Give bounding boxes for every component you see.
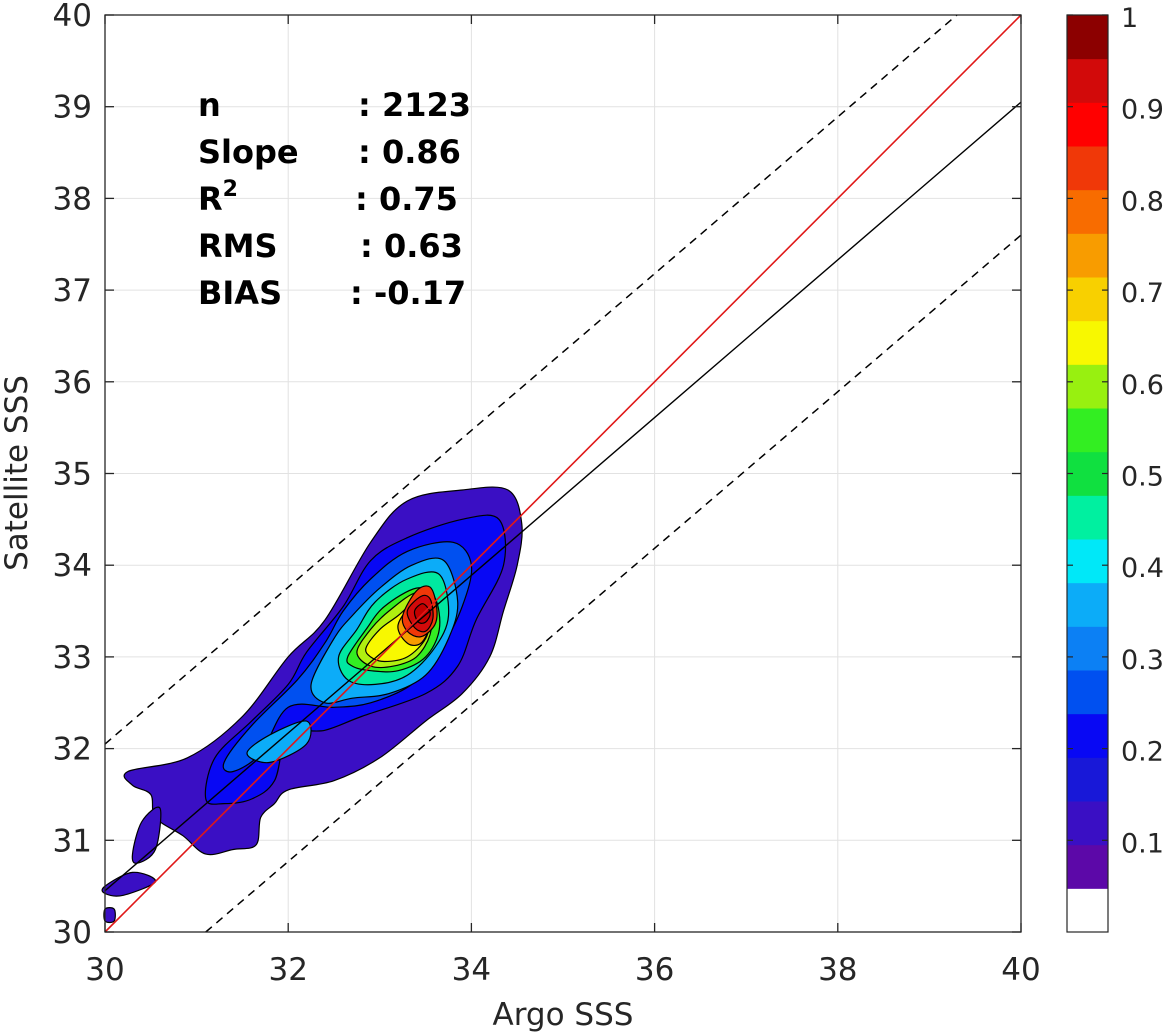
- stat-superscript: 2: [223, 177, 238, 202]
- x-tick-label-2: 34: [452, 952, 491, 988]
- colorbar-tick-label-0: 0.1: [1121, 828, 1164, 859]
- colorbar-band-20: [1067, 15, 1108, 60]
- stat-value-0: : 2123: [358, 86, 471, 124]
- colorbar-band-17: [1067, 146, 1108, 191]
- density-contours: [101, 486, 523, 924]
- colorbar-band-4: [1067, 713, 1108, 758]
- contour-level-2: [101, 871, 156, 897]
- colorbar-tick-label-7: 0.8: [1121, 186, 1164, 217]
- y-tick-label-5: 35: [53, 457, 92, 493]
- colorbar-band-14: [1067, 277, 1108, 322]
- colorbar-tick-label-8: 0.9: [1121, 95, 1164, 126]
- x-tick-label-4: 38: [818, 952, 857, 988]
- y-tick-label-8: 38: [53, 181, 92, 217]
- colorbar-band-13: [1067, 320, 1108, 365]
- colorbar-band-9: [1067, 495, 1108, 540]
- colorbar-tick-label-4: 0.5: [1121, 462, 1164, 493]
- y-axis-title: Satellite SSS: [0, 375, 35, 571]
- y-tick-label-3: 33: [53, 640, 92, 676]
- y-tick-labels: 30 31 32 33 34 35 36 37 38 39 40: [53, 0, 92, 951]
- stat-label-1: Slope: [198, 133, 299, 171]
- stat-value-1: : 0.86: [358, 133, 461, 171]
- colorbar-band-1: [1067, 844, 1108, 889]
- colorbar-band-6: [1067, 626, 1108, 671]
- y-tick-label-0: 30: [53, 915, 92, 951]
- colorbar-band-3: [1067, 757, 1108, 802]
- x-tick-label-1: 32: [268, 952, 307, 988]
- stat-value-2: : 0.75: [355, 180, 458, 218]
- one-to-one-line: [104, 14, 1022, 933]
- colorbar-band-7: [1067, 582, 1108, 627]
- colorbar-band-19: [1067, 58, 1108, 103]
- x-tick-labels: 30 32 34 36 38 40: [85, 952, 1040, 988]
- x-axis-title: Argo SSS: [493, 997, 634, 1033]
- x-tick-label-5: 40: [1001, 952, 1040, 988]
- colorbar-band-0: [1067, 888, 1108, 933]
- colorbar-tick-label-9: 1: [1121, 3, 1138, 34]
- colorbar-band-5: [1067, 670, 1108, 715]
- reference-lines: [104, 14, 1022, 933]
- y-tick-label-6: 36: [53, 365, 92, 401]
- y-tick-label-4: 34: [53, 548, 92, 584]
- stat-label-3: RMS: [198, 227, 278, 265]
- colorbar-tick-label-1: 0.2: [1121, 737, 1164, 768]
- y-tick-label-9: 39: [53, 90, 92, 126]
- colorbar-tick-label-3: 0.4: [1121, 553, 1164, 584]
- y-tick-label-10: 40: [53, 0, 92, 34]
- x-tick-label-3: 36: [635, 952, 674, 988]
- colorbar-band-8: [1067, 539, 1108, 584]
- colorbar-band-2: [1067, 801, 1108, 846]
- tick-marks: [104, 14, 1022, 933]
- x-tick-label-0: 30: [85, 952, 124, 988]
- contour-level-6: [246, 720, 312, 764]
- colorbar-band-18: [1067, 102, 1108, 147]
- stat-label-0: n: [198, 86, 221, 124]
- y-tick-label-1: 31: [53, 823, 92, 859]
- colorbar-band-15: [1067, 233, 1108, 278]
- stat-value-3: : 0.63: [360, 227, 463, 265]
- upper-bound-dashed-line: [104, 14, 958, 745]
- colorbar-band-12: [1067, 364, 1108, 409]
- colorbar-band-10: [1067, 451, 1108, 496]
- colorbar: 0.1 0.2 0.3 0.4 0.5 0.6 0.7 0.8 0.9 1: [1066, 3, 1164, 933]
- lower-bound-dashed-line: [205, 234, 1022, 933]
- stat-value-4: : -0.17: [350, 274, 466, 312]
- contour-level-3: [103, 907, 116, 924]
- y-tick-label-2: 32: [53, 732, 92, 768]
- stat-label-4: BIAS: [198, 274, 282, 312]
- colorbar-band-11: [1067, 408, 1108, 453]
- colorbar-tick-label-6: 0.7: [1121, 278, 1164, 309]
- colorbar-tick-label-2: 0.3: [1121, 645, 1164, 676]
- colorbar-band-16: [1067, 189, 1108, 234]
- regression-fit-line: [104, 101, 1022, 892]
- y-tick-label-7: 37: [53, 273, 92, 309]
- colorbar-tick-label-5: 0.6: [1121, 370, 1164, 401]
